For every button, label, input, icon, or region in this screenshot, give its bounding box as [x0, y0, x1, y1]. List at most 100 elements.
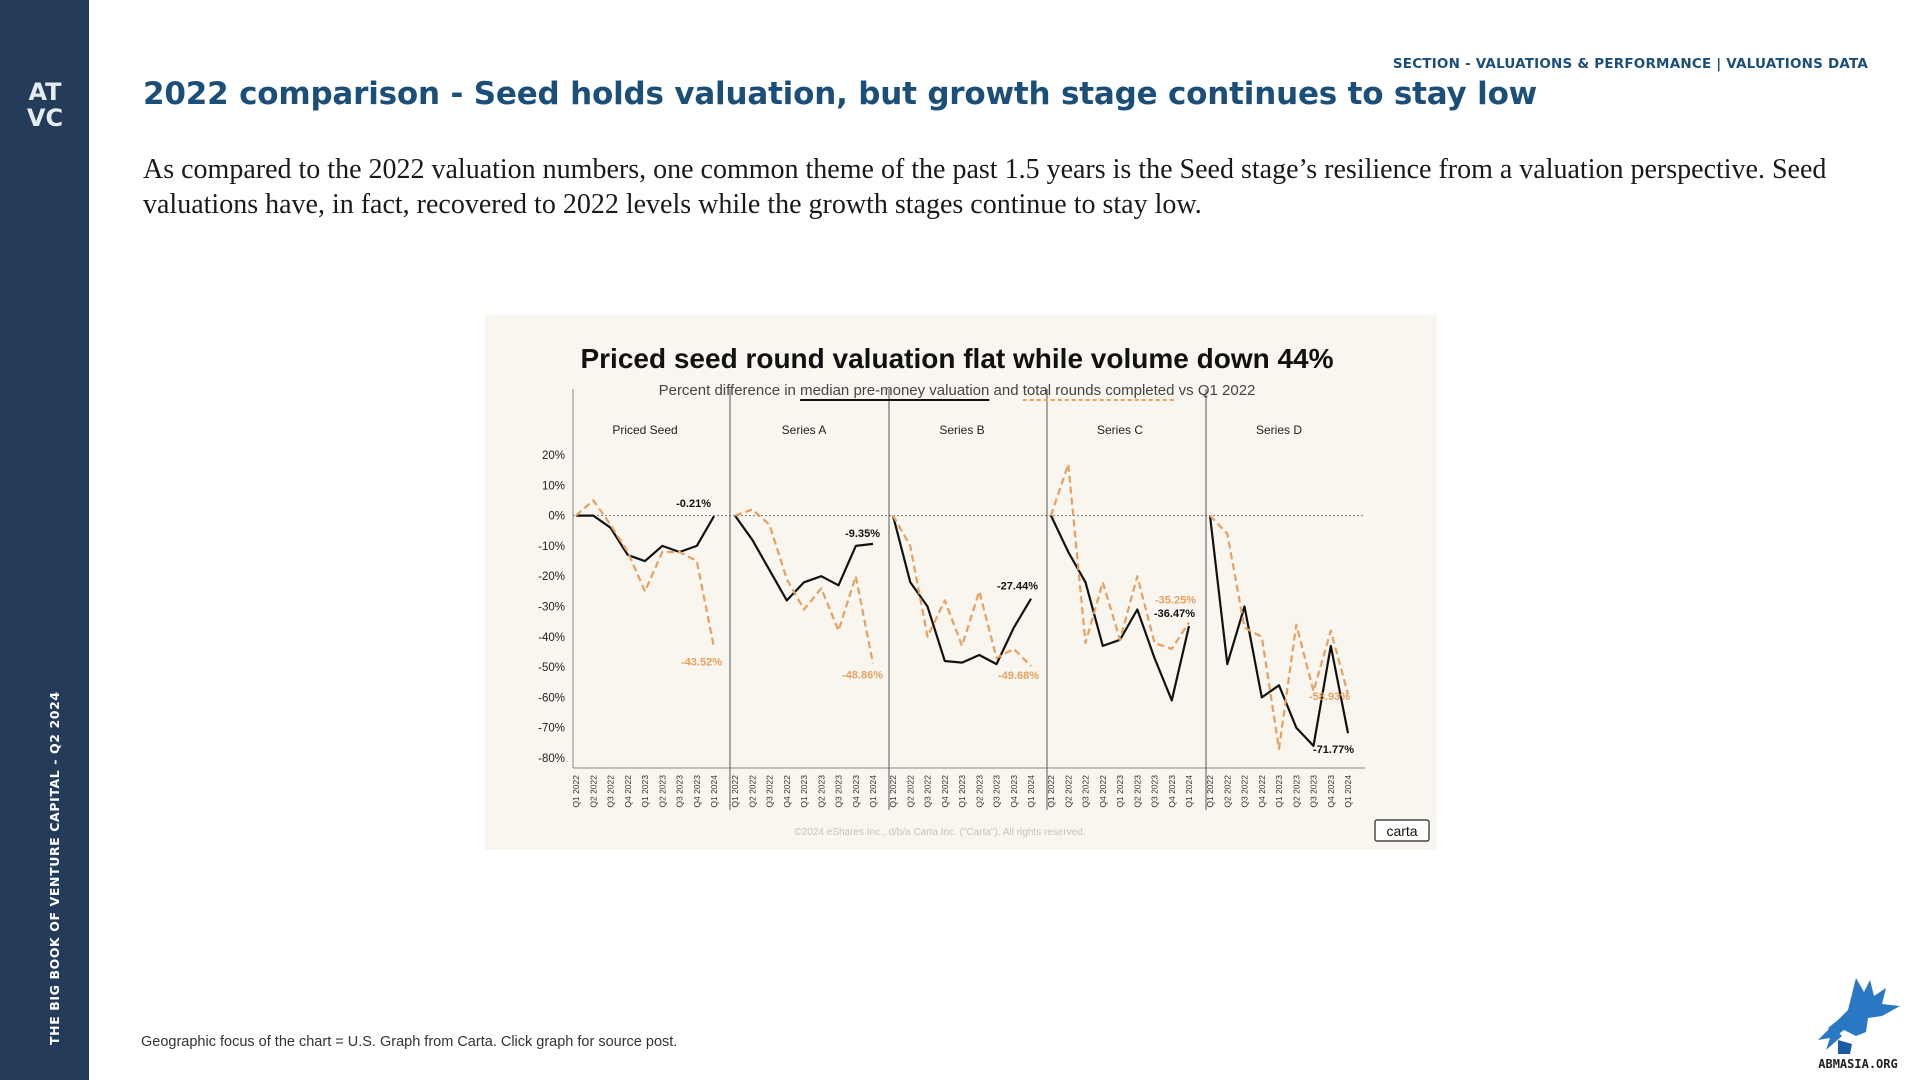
subtitle-part-3: and [989, 382, 1022, 399]
x-tick-label: Q2 2023 [816, 775, 826, 808]
x-tick-label: Q1 2024 [868, 775, 878, 808]
x-tick-label: Q4 2022 [1098, 775, 1108, 808]
x-tick-label: Q3 2023 [1309, 775, 1319, 808]
panel-title: Series B [939, 423, 984, 437]
x-tick-label: Q3 2023 [675, 775, 685, 808]
x-tick-label: Q2 2023 [1291, 775, 1301, 808]
valuation-end-label: -27.44% [997, 581, 1038, 593]
subtitle-valuation-term: median pre-money valuation [800, 382, 989, 399]
chart-copyright: ©2024 eShares Inc., d/b/a Carta Inc. ("C… [794, 827, 1085, 838]
y-tick-label: -40% [538, 632, 565, 644]
carta-logo: carta [1386, 823, 1417, 839]
x-tick-label: Q2 2022 [588, 775, 598, 808]
valuation-line [576, 514, 715, 563]
x-tick-label: Q4 2022 [623, 775, 633, 808]
x-tick-label: Q1 2022 [730, 775, 740, 808]
subtitle-part-1: Percent difference in [659, 382, 800, 399]
x-tick-label: Q1 2024 [1026, 775, 1036, 808]
x-tick-label: Q4 2022 [940, 775, 950, 808]
x-tick-label: Q1 2022 [1205, 775, 1215, 808]
section-label: SECTION - VALUATIONS & PERFORMANCE | VAL… [1392, 56, 1868, 72]
x-tick-label: Q3 2022 [1081, 775, 1091, 808]
x-tick-label: Q1 2022 [571, 775, 581, 808]
rounds-end-label: -49.68% [998, 670, 1039, 682]
x-tick-label: Q3 2022 [1240, 775, 1250, 808]
x-tick-label: Q2 2023 [974, 775, 984, 808]
x-tick-label: Q1 2023 [799, 775, 809, 808]
x-tick-label: Q4 2022 [1257, 775, 1267, 808]
x-tick-label: Q1 2023 [1115, 775, 1125, 808]
svg-text:VC: VC [27, 104, 63, 130]
svg-text:AT: AT [28, 78, 62, 106]
valuation-end-label: -36.47% [1154, 608, 1195, 620]
rounds-end-label: -43.52% [681, 656, 722, 668]
rounds-line [1049, 463, 1190, 650]
subtitle-rounds-term: total rounds completed [1023, 382, 1175, 399]
y-tick-label: 20% [542, 450, 565, 462]
x-tick-label: Q1 2023 [640, 775, 650, 808]
eagle-logo: ABMASIA.ORG [1818, 978, 1900, 1071]
x-tick-label: Q3 2023 [834, 775, 844, 808]
x-tick-label: Q3 2022 [606, 775, 616, 808]
x-tick-label: Q3 2022 [923, 775, 933, 808]
rounds-line [734, 508, 875, 664]
y-tick-label: 10% [542, 480, 565, 492]
valuation-line [1208, 515, 1350, 747]
body-paragraph: As compared to the 2022 valuation number… [143, 154, 1827, 220]
panel-title: Series C [1097, 423, 1143, 437]
panel-title: Priced Seed [612, 423, 677, 437]
x-tick-label: Q4 2023 [851, 775, 861, 808]
x-tick-label: Q1 2023 [957, 775, 967, 808]
rounds-line [892, 515, 1032, 667]
y-tick-label: -10% [538, 541, 565, 553]
panel-title: Series D [1256, 423, 1302, 437]
x-tick-label: Q2 2022 [905, 775, 915, 808]
y-tick-label: -20% [538, 571, 565, 583]
rounds-end-label: -48.86% [842, 670, 883, 682]
chart-title: Priced seed round valuation flat while v… [580, 343, 1333, 374]
x-tick-label: Q4 2022 [782, 775, 792, 808]
carta-logo-box [1374, 819, 1430, 842]
subtitle-part-5: vs Q1 2022 [1175, 382, 1256, 399]
x-tick-label: Q1 2022 [1046, 775, 1056, 808]
y-tick-label: -80% [538, 753, 565, 765]
x-tick-label: Q1 2023 [1274, 775, 1284, 808]
x-tick-label: Q1 2024 [1343, 775, 1353, 808]
footnote: Geographic focus of the chart = U.S. Gra… [141, 1034, 678, 1050]
x-tick-label: Q1 2024 [1184, 775, 1194, 808]
x-tick-label: Q3 2023 [1150, 775, 1160, 808]
chart-card[interactable]: Priced seed round valuation flat while v… [485, 315, 1437, 850]
chart-svg: Priced seed round valuation flat while v… [538, 343, 1430, 842]
x-tick-label: Q4 2023 [692, 775, 702, 808]
valuation-end-label: -0.21% [676, 498, 711, 510]
y-tick-label: -60% [538, 692, 565, 704]
valuation-line [891, 515, 1032, 666]
page-title: 2022 comparison - Seed holds valuation, … [143, 76, 1538, 112]
x-tick-label: Q2 2022 [747, 775, 757, 808]
corner-logo-text: ABMASIA.ORG [1818, 1057, 1897, 1071]
y-tick-label: -30% [538, 602, 565, 614]
y-tick-label: -70% [538, 723, 565, 735]
rounds-end-label: -35.25% [1155, 594, 1196, 606]
rounds-line [1209, 514, 1350, 750]
book-title-vertical: THE BIG BOOK OF VENTURE CAPITAL - Q2 202… [47, 691, 62, 1045]
chart-subtitle: Percent difference in median pre-money v… [659, 382, 1256, 399]
x-tick-label: Q2 2023 [657, 775, 667, 808]
x-tick-label: Q2 2022 [1222, 775, 1232, 808]
y-tick-label: -50% [538, 662, 565, 674]
y-tick-label: 0% [548, 511, 565, 523]
chart-plot-area: 20% 10% 0% -10% -20% -30% -40% -50% -60% -70% -80%… [538, 389, 1365, 810]
rounds-line [575, 499, 716, 648]
x-tick-label: Q3 2023 [992, 775, 1002, 808]
valuation-line [734, 514, 874, 602]
x-tick-label: Q4 2023 [1167, 775, 1177, 808]
valuation-end-label: -71.77% [1313, 744, 1354, 756]
x-tick-label: Q3 2022 [765, 775, 775, 808]
x-tick-label: Q2 2023 [1132, 775, 1142, 808]
rounds-end-label: -58.93% [1309, 691, 1350, 703]
x-tick-label: Q1 2024 [709, 775, 719, 808]
x-tick-label: Q4 2023 [1009, 775, 1019, 808]
x-tick-label: Q4 2023 [1326, 775, 1336, 808]
atvc-logo: AT VC [27, 78, 63, 130]
x-tick-label: Q2 2022 [1063, 775, 1073, 808]
